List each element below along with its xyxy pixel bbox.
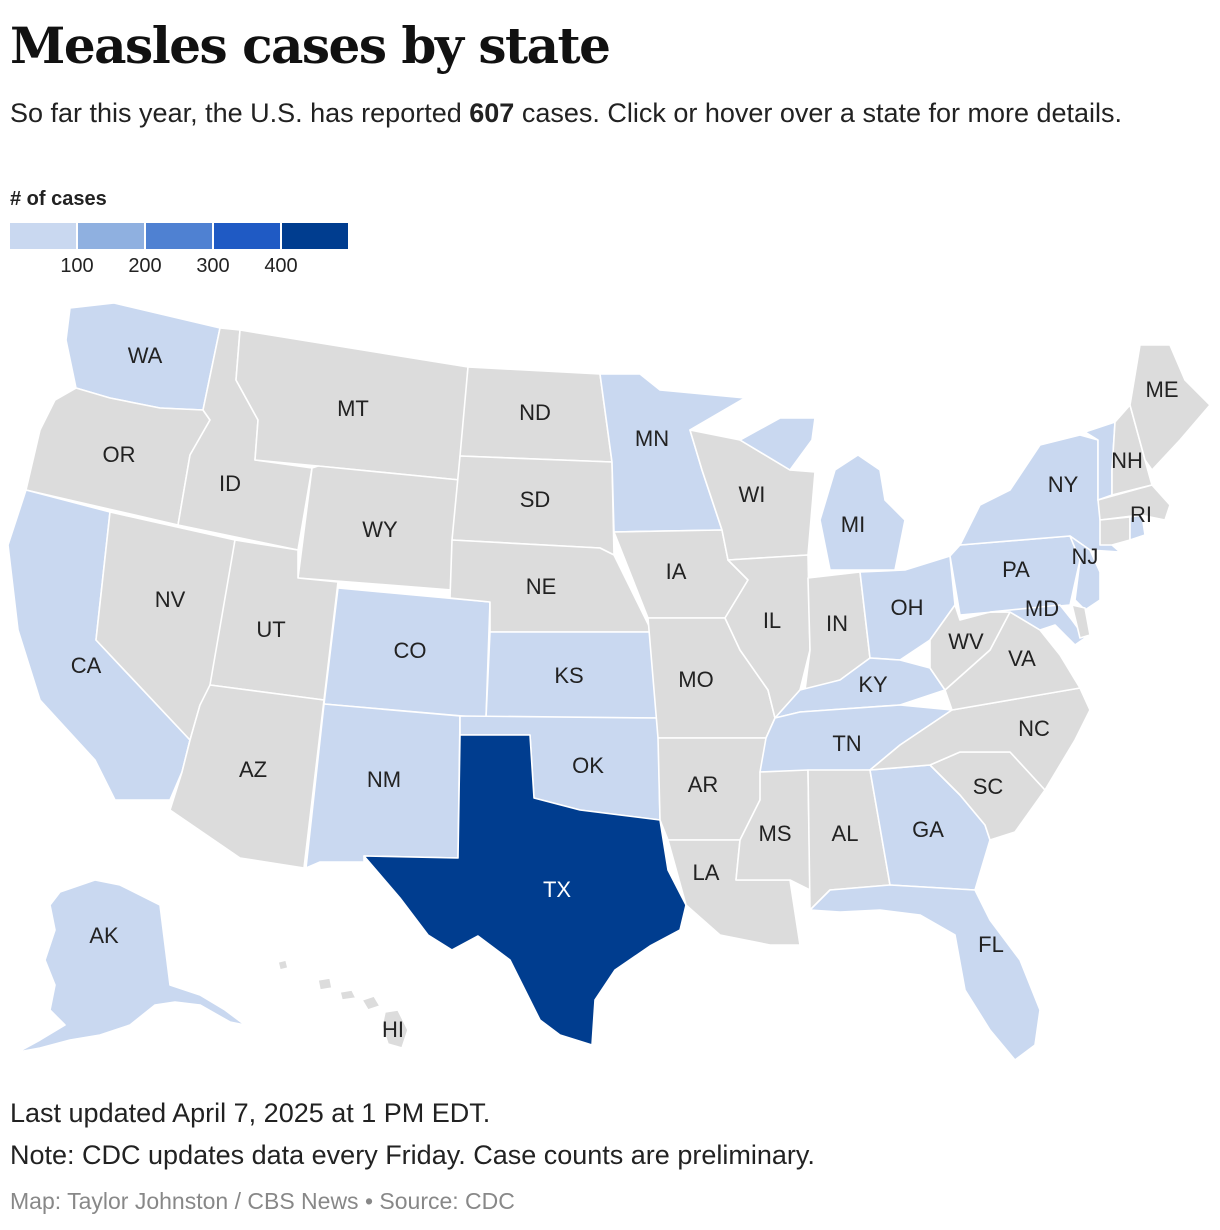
us-map: WA OR CA ID NV MT WY UT AZ CO NM ND SD N…: [0, 290, 1220, 1070]
us-map-svg: WA OR CA ID NV MT WY UT AZ CO NM ND SD N…: [7, 302, 1211, 1061]
data-note: Note: CDC updates data every Friday. Cas…: [10, 1140, 815, 1170]
state-TX[interactable]: [363, 734, 687, 1046]
legend-tick: 200: [128, 255, 162, 277]
legend-swatch-5: [282, 223, 348, 249]
source-credit: Map: Taylor Johnston / CBS News • Source…: [10, 1188, 515, 1214]
state-ME[interactable]: [1129, 344, 1211, 471]
state-MD[interactable]: [989, 604, 1086, 646]
state-WY[interactable]: [297, 465, 461, 591]
total-case-count: 607: [469, 98, 515, 128]
state-MI[interactable]: [739, 417, 906, 571]
state-SD[interactable]: [451, 455, 615, 556]
state-NM[interactable]: [305, 703, 461, 869]
color-legend: [10, 223, 350, 249]
state-PA[interactable]: [949, 535, 1081, 616]
state-NJ[interactable]: [1069, 535, 1101, 611]
state-CT[interactable]: [1099, 516, 1131, 546]
last-updated: Last updated April 7, 2025 at 1 PM EDT.: [10, 1098, 491, 1128]
legend-swatch-4: [214, 223, 280, 249]
legend-tick: 100: [60, 255, 94, 277]
legend-tick: 300: [196, 255, 230, 277]
state-CO[interactable]: [323, 587, 491, 719]
state-ND[interactable]: [459, 366, 613, 463]
state-AZ[interactable]: [169, 684, 325, 869]
state-DE[interactable]: [1071, 604, 1091, 639]
legend-title: # of cases: [10, 188, 107, 210]
legend-tick: 400: [264, 255, 298, 277]
subtitle-lead: So far this year, the U.S. has reported: [10, 98, 470, 128]
state-NY[interactable]: [959, 434, 1121, 553]
state-KS[interactable]: [485, 631, 659, 719]
state-HI[interactable]: [277, 959, 409, 1049]
chart-title: Measles cases by state: [10, 16, 611, 75]
state-MT[interactable]: [235, 329, 469, 481]
legend-ticks: 100 200 300 400: [10, 255, 350, 279]
legend-swatch-2: [78, 223, 144, 249]
chart-subtitle: So far this year, the U.S. has reported …: [10, 96, 1205, 130]
state-RI[interactable]: [1129, 514, 1146, 541]
legend-swatch-3: [146, 223, 212, 249]
state-AK[interactable]: [17, 879, 246, 1053]
state-FL[interactable]: [809, 884, 1041, 1061]
legend-swatch-1: [10, 223, 76, 249]
subtitle-tail: cases. Click or hover over a state for m…: [514, 98, 1123, 128]
